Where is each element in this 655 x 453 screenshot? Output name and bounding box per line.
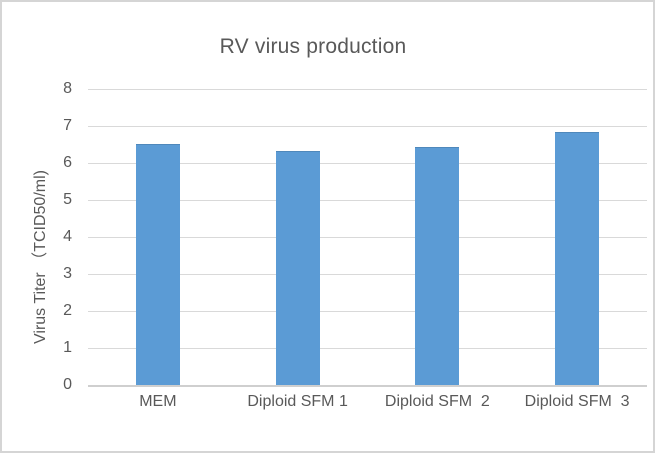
y-tick-label: 0: [63, 376, 72, 393]
bars: [88, 89, 647, 385]
x-axis-label: Diploid SFM 3: [524, 393, 630, 410]
chart-title: RV virus production: [219, 35, 407, 58]
gridlines: [88, 89, 647, 385]
plot-area: [88, 89, 647, 387]
bar-slot: [368, 89, 508, 385]
y-tick-label: 4: [63, 228, 72, 245]
y-tick-label: 2: [63, 302, 72, 319]
x-axis-label: MEM: [139, 393, 177, 410]
x-axis-labels: MEM Diploid SFM 1 Diploid SFM 2 Diploid SFM…: [88, 393, 647, 411]
y-tick-label: 6: [63, 154, 72, 171]
y-axis-tick-labels: 0 1 2 3 4 5 6 7 8: [2, 80, 72, 393]
gridline: [88, 274, 647, 275]
gridline: [88, 163, 647, 164]
x-axis-label: Diploid SFM 2: [384, 393, 490, 410]
bar: [135, 143, 180, 385]
y-tick-label: 1: [63, 339, 72, 356]
bar: [415, 147, 460, 385]
bar-slot: [88, 89, 228, 385]
bar-slot: [507, 89, 647, 385]
x-axis-label: Diploid SFM 1: [247, 393, 348, 410]
y-tick-label: 8: [63, 80, 72, 97]
gridline: [88, 348, 647, 349]
gridline: [88, 311, 647, 312]
bar: [275, 150, 320, 385]
y-tick-label: 5: [63, 191, 72, 208]
y-tick-label: 7: [63, 117, 72, 134]
bar: [555, 132, 600, 385]
y-tick-label: 3: [63, 265, 72, 282]
gridline: [88, 89, 647, 90]
gridline: [88, 200, 647, 201]
bar-slot: [228, 89, 368, 385]
gridline: [88, 237, 647, 238]
gridline: [88, 126, 647, 127]
